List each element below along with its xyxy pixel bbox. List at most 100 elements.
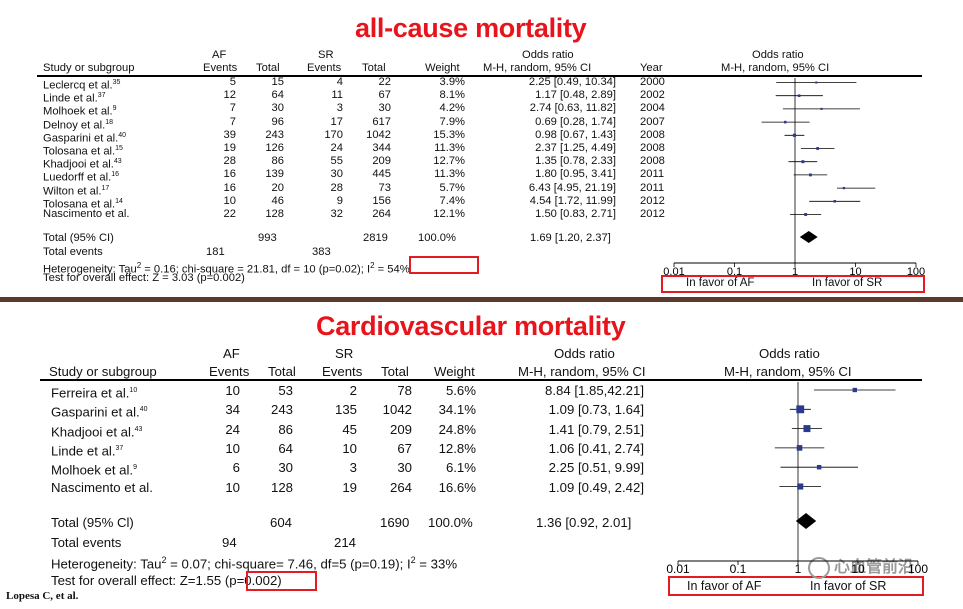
weight: 15.3% [433,128,465,141]
sr-events: 17 [330,115,343,128]
p1-total-ci: 1.69 [1.20, 2.37] [530,232,611,244]
sr-total: 67 [397,440,412,456]
sr-events: 28 [330,181,343,194]
year: 2011 [640,168,665,181]
weight: 24.8% [438,421,476,437]
sr-events: 45 [342,421,357,437]
sr-events: 2 [349,383,357,398]
sr-events: 10 [342,440,357,456]
year: 2004 [640,102,665,115]
odds-ratio-ci: 2.25 [0.49, 10.34] [528,76,616,88]
p2-plot-title: Odds ratio [759,346,820,361]
pooled-diamond [799,231,818,243]
p1-af-header: AF [212,49,227,61]
point-estimate [842,186,846,190]
p2-sr-events-header: Events [322,364,363,379]
af-total: 15 [271,76,284,88]
sr-total: 30 [397,460,412,476]
odds-ratio-ci: 0.98 [0.67, 1.43] [535,128,616,141]
p1-events-af: 181 [206,246,225,258]
sr-events: 55 [330,155,343,168]
p2-plot-method: M-H, random, 95% CI [724,364,852,379]
wechat-icon [808,556,830,579]
af-total: 30 [278,460,293,476]
point-estimate [815,81,818,84]
year: 2012 [640,194,665,207]
odds-ratio-ci: 6.43 [4.95, 21.19] [528,181,616,194]
p2-favor-sr: In favor of SR [810,579,887,593]
study-name: Tolosana et al.14 [43,197,123,211]
x-tick-label: 10 [849,266,861,278]
p2-heterogeneity: Heterogeneity: Tau2 = 0.07; chi-square= … [51,555,458,572]
af-events: 19 [223,142,236,154]
af-total: 96 [271,115,284,128]
p1-header-rule [37,75,922,77]
af-events: 16 [223,181,236,194]
odds-ratio-ci: 2.25 [0.51, 9.99] [548,460,644,476]
odds-ratio-ci: 1.80 [0.95, 3.41] [535,168,616,181]
study-name: Khadjooi et al.43 [43,158,122,171]
af-total: 128 [265,208,284,220]
p2-favor-af: In favor of AF [687,579,762,593]
weight: 7.9% [439,115,466,128]
odds-ratio-ci: 1.41 [0.79, 2.51] [548,421,644,437]
point-estimate [801,160,805,164]
p1-sr-total-header: Total [362,62,386,74]
sr-events: 9 [336,194,343,207]
p2-total-weight: 100.0% [428,515,473,530]
p1-plot-title: Odds ratio [752,49,804,61]
weight: 3.9% [439,76,466,88]
sr-total: 209 [372,155,391,168]
af-events: 16 [223,168,236,181]
p2-af-events-header: Events [209,364,250,379]
x-tick-label: 10 [851,562,865,576]
p2-favor-box [668,576,924,596]
odds-ratio-ci: 4.54 [1.72, 11.99] [529,194,616,207]
sr-total: 22 [378,76,391,88]
odds-ratio-ci: 1.09 [0.49, 2.42] [548,479,644,495]
p1-or-method: M-H, random, 95% CI [483,62,592,74]
sr-events: 135 [334,402,357,418]
x-tick-label: 0.01 [663,266,684,278]
p1-het-pvalue: (p=0.02); [318,263,364,276]
year: 2002 [640,89,665,102]
p2-pvalue-highlight [246,571,317,591]
year: 2008 [640,155,665,168]
p2-events-sr: 214 [334,535,357,550]
sr-events: 24 [330,142,343,154]
point-estimate [809,173,812,177]
point-estimate [804,213,808,216]
point-estimate [797,94,801,97]
p1-pvalue-highlight [409,256,479,274]
point-estimate [783,120,787,124]
study-name: Molhoek et al.9 [43,105,117,119]
p1-study-header: Study or subgroup [43,62,135,74]
p2-study-header: Study or subgroup [49,364,157,379]
sr-events: 30 [330,168,343,181]
sr-total: 344 [372,142,391,154]
odds-ratio-ci: 8.84 [1.85,42.21] [545,383,644,398]
af-events: 39 [223,128,236,141]
odds-ratio-ci: 1.50 [0.83, 2.71] [535,208,616,220]
x-tick-label: 100 [907,266,925,278]
odds-ratio-ci: 1.09 [0.73, 1.64] [548,402,644,418]
weight: 7.4% [439,194,466,207]
sr-total: 445 [372,168,391,181]
sr-total: 264 [389,479,412,495]
p1-overall-effect: Test for overall effect: Z = 3.03 (p=0.0… [43,272,245,284]
af-total: 64 [271,89,284,102]
study-name: Linde et al.37 [51,443,124,459]
sr-events: 170 [324,128,343,141]
year: 2008 [640,142,665,154]
sr-total: 78 [397,383,412,398]
weight: 16.6% [438,479,476,495]
p1-favor-sr: In favor of SR [812,277,883,289]
study-name: Nascimento et al. [43,208,130,220]
study-name: Molhoek et al.9 [51,462,138,478]
study-name: Gasparini et al.40 [51,404,148,420]
p2-sr-header: SR [335,346,354,361]
af-events: 22 [223,208,236,220]
af-events: 10 [225,479,240,495]
study-name: Luedorff et al.16 [43,171,120,185]
